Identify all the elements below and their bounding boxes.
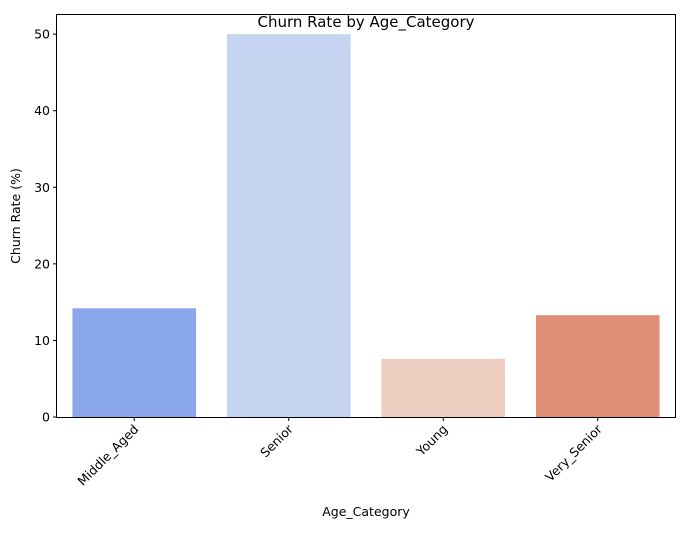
y-tick-label: 10	[34, 333, 50, 348]
bar-senior	[226, 34, 351, 418]
x-tick-label: Middle_Aged	[74, 422, 141, 489]
y-axis-label: Churn Rate (%)	[8, 168, 23, 264]
x-ticks-group: Middle_Aged Senior Young Very_Senior	[74, 417, 605, 488]
axes-group	[56, 14, 676, 418]
x-tick-label: Senior	[257, 421, 296, 460]
y-tick-label: 0	[42, 410, 50, 425]
plot-frame	[56, 14, 676, 418]
bar-young	[381, 358, 506, 417]
x-tick-label: Young	[413, 422, 451, 460]
bar-very-senior	[535, 315, 660, 417]
bars-group	[72, 34, 660, 418]
y-ticks-group: 0 10 20 30 40 50	[34, 27, 57, 425]
x-tick-label: Very_Senior	[542, 421, 605, 484]
y-tick-label: 50	[34, 27, 50, 42]
y-tick-label: 30	[34, 180, 50, 195]
y-tick-label: 40	[34, 103, 50, 118]
chart-title: Churn Rate by Age_Category	[257, 13, 474, 32]
x-axis-label: Age_Category	[322, 504, 410, 519]
bar-middle-aged	[72, 308, 197, 417]
y-tick-label: 20	[34, 256, 50, 271]
